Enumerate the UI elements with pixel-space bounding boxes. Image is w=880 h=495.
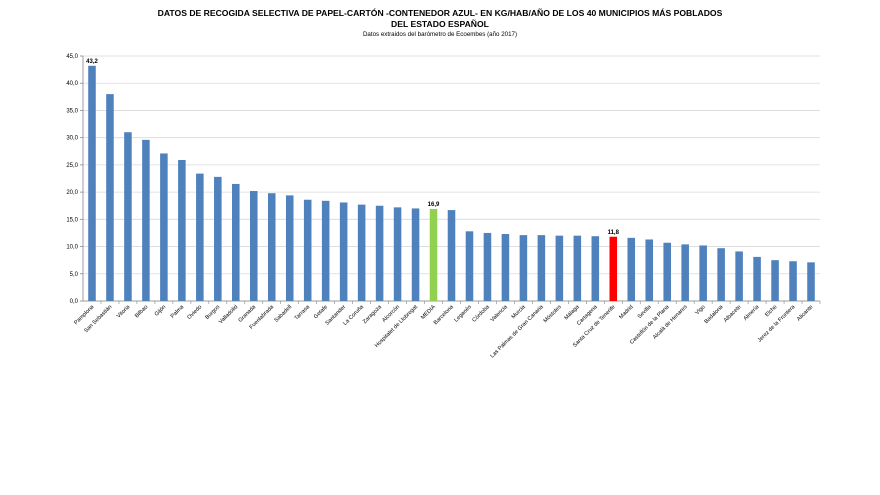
bar [214,176,222,301]
x-tick-label: Almería [743,304,761,322]
bar [160,153,168,301]
x-tick-label: Burgos [204,304,221,321]
x-tick-label: Córdoba [471,304,491,324]
x-tick-label: Madrid [618,304,634,320]
bar [429,208,438,301]
x-tick-label: Sevilla [637,304,654,321]
bar [124,132,132,301]
bar [555,235,564,301]
data-label: 43,2 [86,59,98,65]
x-tick-label: Barcelona [433,304,456,327]
bar [663,242,671,301]
y-tick-label: 5,0 [70,272,79,278]
bar [447,210,456,301]
bar [196,173,204,301]
bar [807,262,815,301]
bar [357,204,366,301]
data-label: 11,8 [608,230,620,236]
chart-title: DATOS DE RECOGIDA SELECTIVA DE PAPEL-CAR… [157,8,723,18]
bar [573,235,582,301]
bar [681,244,689,301]
y-tick-label: 0,0 [70,299,79,305]
bar [609,236,618,301]
y-tick-label: 40,0 [66,81,78,87]
x-tick-label: Sabadell [273,304,293,324]
bar [285,195,294,301]
bar [393,207,402,301]
x-tick-label: Palma [170,304,186,320]
x-tick-label: Elche [764,304,778,318]
x-tick-label: Valladolid [218,304,239,325]
bar [699,245,707,301]
bar [465,231,474,301]
x-tick-label: Getafe [313,304,329,320]
bar [501,234,510,301]
x-tick-label: Bilbao [134,304,149,319]
bar [178,159,186,301]
y-tick-label: 45,0 [66,54,78,60]
x-tick-label: Tarrasa [294,304,312,322]
x-tick-label: Alcalá de Henares [652,304,689,341]
x-tick-label: Gijón [154,304,167,317]
x-tick-label: Murcia [511,304,528,321]
chart-subtitle: Datos extraidos del barómetro de Ecoembe… [362,31,518,38]
bar [753,256,761,301]
bar [645,239,654,301]
bar [771,260,779,301]
bar [249,191,258,301]
y-tick-label: 20,0 [66,190,78,196]
bar [483,232,492,301]
bar [339,202,348,301]
bar [537,235,546,301]
bar [591,236,600,301]
x-tick-label: Badalona [704,304,726,326]
data-label: 16,9 [428,202,440,208]
bar [142,139,150,301]
y-tick-label: 25,0 [66,163,78,169]
x-tick-label: La Coruña [342,304,365,327]
x-tick-label: Leganés [453,304,473,324]
x-tick-label: Albacete [723,304,743,324]
bar [519,235,528,301]
x-tick-label: Móstoles [543,304,563,324]
bar [789,261,797,301]
chart-title-block: DATOS DE RECOGIDA SELECTIVA DE PAPEL-CAR… [0,8,880,39]
bar [735,251,743,301]
bar [321,200,330,301]
y-tick-label: 15,0 [66,217,78,223]
x-tick-label: Vigo [694,304,706,316]
x-tick-label: Vitoria [116,304,132,320]
x-tick-label: MEDIA [420,304,437,321]
bar [411,208,420,301]
bar [717,248,725,301]
y-tick-label: 10,0 [66,245,78,251]
bar [627,237,636,301]
bar [375,205,384,301]
bar [88,65,96,301]
bar [232,183,240,301]
x-tick-label: Valencia [490,304,510,324]
x-tick-label: Zaragoza [362,304,384,326]
bar [267,193,276,301]
chart-title-line2: DEL ESTADO ESPAÑOL [391,19,489,29]
y-tick-label: 30,0 [66,136,78,142]
y-tick-label: 35,0 [66,108,78,114]
x-tick-label: Alicante [796,304,814,322]
bar [106,94,114,301]
x-tick-label: Oviedo [186,304,203,321]
bar [303,199,312,301]
